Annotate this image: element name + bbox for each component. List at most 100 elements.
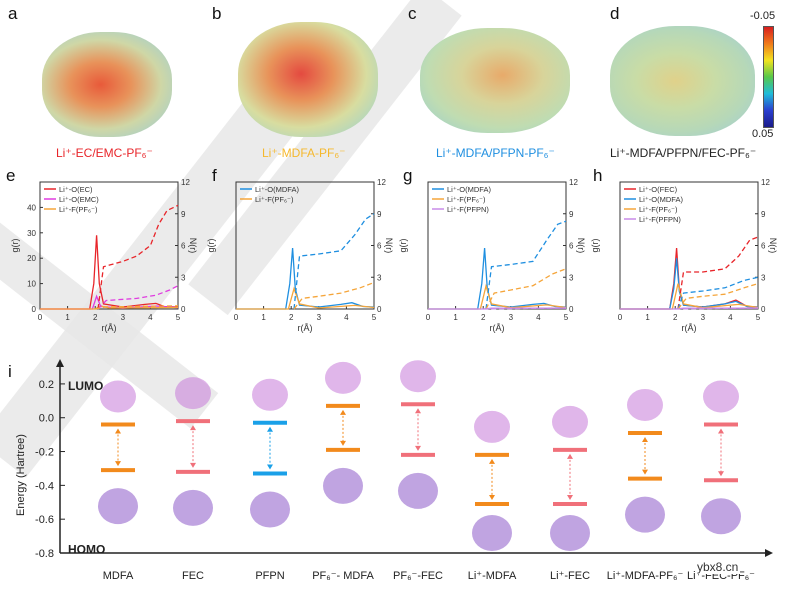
x-tick-label: 3 — [509, 313, 514, 322]
energy-level-chart: 0.2 0.0 -0.2 -0.4 -0.6 -0.8 Energy (Hartree) LU… — [15, 359, 773, 582]
esp-map-c — [420, 28, 570, 133]
gap-arrow-head-down — [115, 461, 121, 467]
y2-axis-label: N(r) — [384, 238, 394, 254]
y-tick-label: 20 — [27, 254, 36, 263]
gap-arrow-head-up — [340, 409, 346, 415]
gap-arrow-head-down — [190, 462, 196, 468]
y2-tick-label: 6 — [377, 242, 382, 251]
y2-tick-label: 12 — [377, 178, 386, 187]
gap-arrow-head-down — [340, 440, 346, 446]
gap-arrow-head-down — [567, 494, 573, 500]
x-axis-label: r(Å) — [102, 323, 117, 333]
x-tick-label: 0 — [618, 313, 623, 322]
lumo-orbital-isosurface — [100, 380, 136, 413]
x-tick-label: 4 — [148, 313, 153, 322]
y-axis-label: g(r) — [590, 239, 600, 253]
panel-label-e: e — [6, 166, 16, 185]
category-label: Li⁺-MDFA-PF₆⁻ — [607, 570, 684, 582]
esp-map-d — [610, 26, 755, 136]
panel-label-b: b — [212, 4, 222, 23]
x-tick-label: 5 — [176, 313, 181, 322]
series-line — [236, 286, 375, 310]
lumo-orbital-isosurface — [474, 410, 510, 443]
colorbar-min-label: 0.05 — [752, 128, 774, 140]
legend-entry: Li⁺-O(MDFA) — [639, 195, 683, 204]
category-label: FEC — [182, 570, 204, 582]
colorbar-max-label: -0.05 — [750, 10, 776, 22]
y-tick-label: 0 — [32, 305, 37, 314]
series-line — [293, 213, 375, 310]
x-tick-label: 1 — [453, 313, 458, 322]
series-line — [485, 268, 567, 310]
series-line — [677, 282, 759, 310]
legend-entry: Li⁺-F(PFPN) — [639, 215, 681, 224]
gap-arrow-head-up — [489, 458, 495, 464]
y-axis-label: g(r) — [10, 239, 20, 253]
series-line — [428, 247, 567, 310]
series-line — [40, 235, 179, 310]
lumo-orbital-isosurface — [325, 361, 361, 394]
series-line — [620, 258, 759, 310]
y-tick-label: 30 — [27, 229, 36, 238]
series-line — [293, 281, 375, 310]
y-tick-label: 40 — [27, 203, 36, 212]
caption-b: Li⁺-MDFA-PF₆⁻ — [262, 146, 346, 160]
x-tick-label: 1 — [645, 313, 650, 322]
x-axis-arrow — [765, 549, 773, 557]
x-tick-label: 2 — [289, 313, 294, 322]
gap-arrow-head-up — [115, 428, 121, 434]
x-tick-label: 2 — [93, 313, 98, 322]
y2-tick-label: 9 — [569, 210, 574, 219]
legend-entry: Li⁺-O(FEC) — [639, 185, 678, 194]
gap-arrow-head-up — [718, 428, 724, 434]
homo-orbital-isosurface — [250, 491, 290, 528]
homo-label: HOMO — [68, 543, 105, 557]
y-tick-label: 10 — [27, 280, 36, 289]
caption-a: Li⁺-EC/EMC-PF₆⁻ — [56, 146, 153, 160]
lumo-orbital-isosurface — [252, 378, 288, 411]
y-axis-label: Energy (Hartree) — [15, 434, 27, 516]
esp-map-a — [42, 32, 172, 137]
y-tick-label: -0.8 — [35, 548, 54, 560]
gap-arrow-head-down — [267, 464, 273, 470]
x-tick-label: 5 — [756, 313, 761, 322]
x-tick-label: 1 — [65, 313, 70, 322]
y-axis-label: g(r) — [206, 239, 216, 253]
gap-arrow-head-down — [415, 445, 421, 451]
y2-tick-label: 3 — [181, 273, 186, 282]
series-line — [236, 247, 375, 310]
caption-d: Li⁺-MDFA/PFPN/FEC-PF₆⁻ — [610, 146, 757, 160]
gap-arrow-head-down — [489, 494, 495, 500]
y2-tick-label: 6 — [181, 242, 186, 251]
lumo-orbital-isosurface — [175, 377, 211, 410]
series-line — [620, 283, 759, 310]
legend-entry: Li⁺-O(EC) — [59, 185, 93, 194]
category-label: MDFA — [103, 570, 134, 582]
panel-label-c: c — [408, 4, 417, 23]
y-axis-arrow — [56, 359, 64, 367]
y-tick-label: -0.6 — [35, 514, 54, 526]
esp-map-b — [238, 22, 378, 137]
x-tick-label: 2 — [673, 313, 678, 322]
y-tick-label: 0.0 — [39, 413, 54, 425]
panel-label-f: f — [212, 166, 217, 185]
series-line — [485, 220, 567, 310]
y2-axis-label: N(r) — [768, 238, 778, 254]
y-tick-label: 0.2 — [39, 379, 54, 391]
homo-orbital-isosurface — [625, 496, 665, 533]
homo-orbital-isosurface — [323, 467, 363, 504]
series-line — [97, 204, 179, 310]
y2-axis-label: N(r) — [576, 238, 586, 254]
y-tick-label: -0.2 — [35, 447, 54, 459]
y2-axis-label: N(r) — [188, 238, 198, 254]
legend-entry: Li⁺-O(MDFA) — [447, 185, 491, 194]
y2-tick-label: 3 — [569, 273, 574, 282]
category-label: PFPN — [255, 570, 284, 582]
series-line — [97, 285, 179, 310]
category-label: Li⁺-FEC — [550, 570, 590, 582]
legend-entry: Li⁺-F(PF₆⁻) — [255, 195, 294, 204]
lumo-orbital-isosurface — [627, 388, 663, 421]
category-label: PF₆⁻-FEC — [393, 570, 443, 582]
y2-tick-label: 12 — [181, 178, 190, 187]
